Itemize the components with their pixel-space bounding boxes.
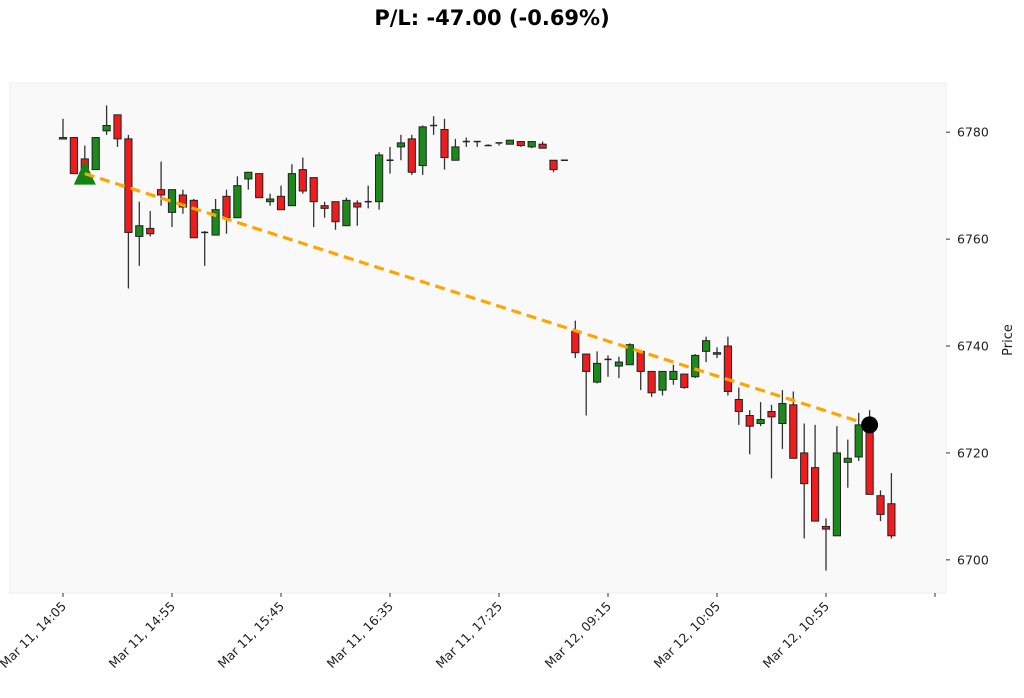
candle — [146, 211, 155, 237]
candle — [440, 118, 449, 170]
candle — [255, 173, 264, 199]
candle — [604, 355, 612, 377]
candle — [91, 137, 100, 171]
candle — [320, 201, 329, 218]
candle — [396, 134, 405, 161]
candle — [135, 201, 144, 266]
candle — [680, 373, 689, 389]
candle — [712, 347, 722, 359]
x-tick-label: Mar 11, 16:35 — [324, 599, 396, 671]
candle — [430, 116, 438, 135]
candle — [353, 200, 362, 226]
candle — [767, 404, 776, 479]
candle — [887, 472, 896, 539]
candle — [178, 189, 188, 214]
candle — [113, 114, 122, 147]
candle — [451, 138, 460, 161]
candle — [778, 390, 787, 449]
y-axis-label: Price — [1001, 324, 1016, 356]
candle — [484, 144, 492, 147]
candle — [462, 137, 470, 147]
candle — [418, 125, 427, 175]
candle — [266, 193, 275, 206]
chart-title: P/L: -47.00 (-0.69%) — [374, 6, 610, 30]
exit-marker-icon — [861, 416, 879, 434]
candle — [407, 134, 416, 175]
x-tick-label: Mar 12, 09:15 — [542, 599, 614, 671]
candle — [832, 426, 841, 537]
candle — [375, 152, 384, 210]
candle — [821, 518, 831, 571]
y-axis: 6700 6720 6740 6760 6780 — [946, 125, 989, 567]
candle — [505, 139, 514, 145]
y-tick-label: 6780 — [957, 125, 989, 140]
candle — [386, 146, 394, 174]
candle — [756, 402, 765, 427]
candle — [789, 391, 798, 459]
y-tick-label: 6740 — [957, 339, 989, 354]
y-tick-label: 6700 — [957, 552, 989, 567]
candle — [538, 141, 547, 149]
candle — [647, 370, 656, 397]
plot-area — [9, 82, 947, 594]
candle — [691, 354, 700, 379]
candle — [201, 231, 209, 266]
candle — [854, 412, 863, 461]
candle — [800, 423, 809, 539]
candles-group — [58, 105, 896, 571]
candle — [276, 185, 286, 211]
x-tick-label: Mar 11, 15:45 — [215, 599, 287, 671]
candle — [723, 336, 732, 396]
candle — [364, 185, 372, 209]
candle — [702, 336, 711, 363]
x-tick-label: Mar 12, 10:05 — [651, 599, 723, 671]
candle — [549, 159, 558, 173]
x-tick-label: Mar 11, 17:25 — [433, 599, 505, 671]
candle — [593, 351, 602, 384]
candle — [811, 424, 820, 522]
trade-overlay — [73, 160, 879, 434]
candle — [876, 490, 885, 522]
candle — [516, 141, 525, 147]
x-tick-label: Mar 11, 14:55 — [106, 599, 178, 671]
x-axis: Mar 11, 14:05 Mar 11, 14:55 Mar 11, 15:45 M… — [0, 593, 936, 671]
candle — [582, 353, 591, 416]
candle — [745, 410, 754, 455]
y-tick-label: 6760 — [957, 232, 989, 247]
candle — [342, 197, 351, 227]
candle — [189, 199, 198, 239]
candle — [287, 164, 296, 207]
candle — [625, 343, 634, 366]
candle — [614, 356, 623, 379]
candle — [658, 370, 667, 396]
candle — [102, 105, 111, 135]
candle — [843, 439, 852, 488]
candle — [473, 140, 481, 147]
trade-line — [84, 172, 871, 427]
candle — [669, 364, 678, 385]
x-tick-label: Mar 12, 10:55 — [760, 599, 832, 671]
candle — [69, 137, 79, 175]
candle — [58, 118, 68, 140]
candle — [233, 176, 242, 219]
candle — [734, 387, 743, 425]
x-tick-label: Mar 11, 14:05 — [0, 599, 69, 671]
candle — [527, 141, 536, 149]
candle — [244, 171, 253, 190]
candle — [495, 142, 503, 146]
candle — [309, 177, 318, 228]
candle — [298, 157, 307, 194]
entry-marker-icon — [73, 160, 96, 185]
candle — [331, 201, 340, 230]
y-tick-label: 6720 — [957, 445, 989, 460]
